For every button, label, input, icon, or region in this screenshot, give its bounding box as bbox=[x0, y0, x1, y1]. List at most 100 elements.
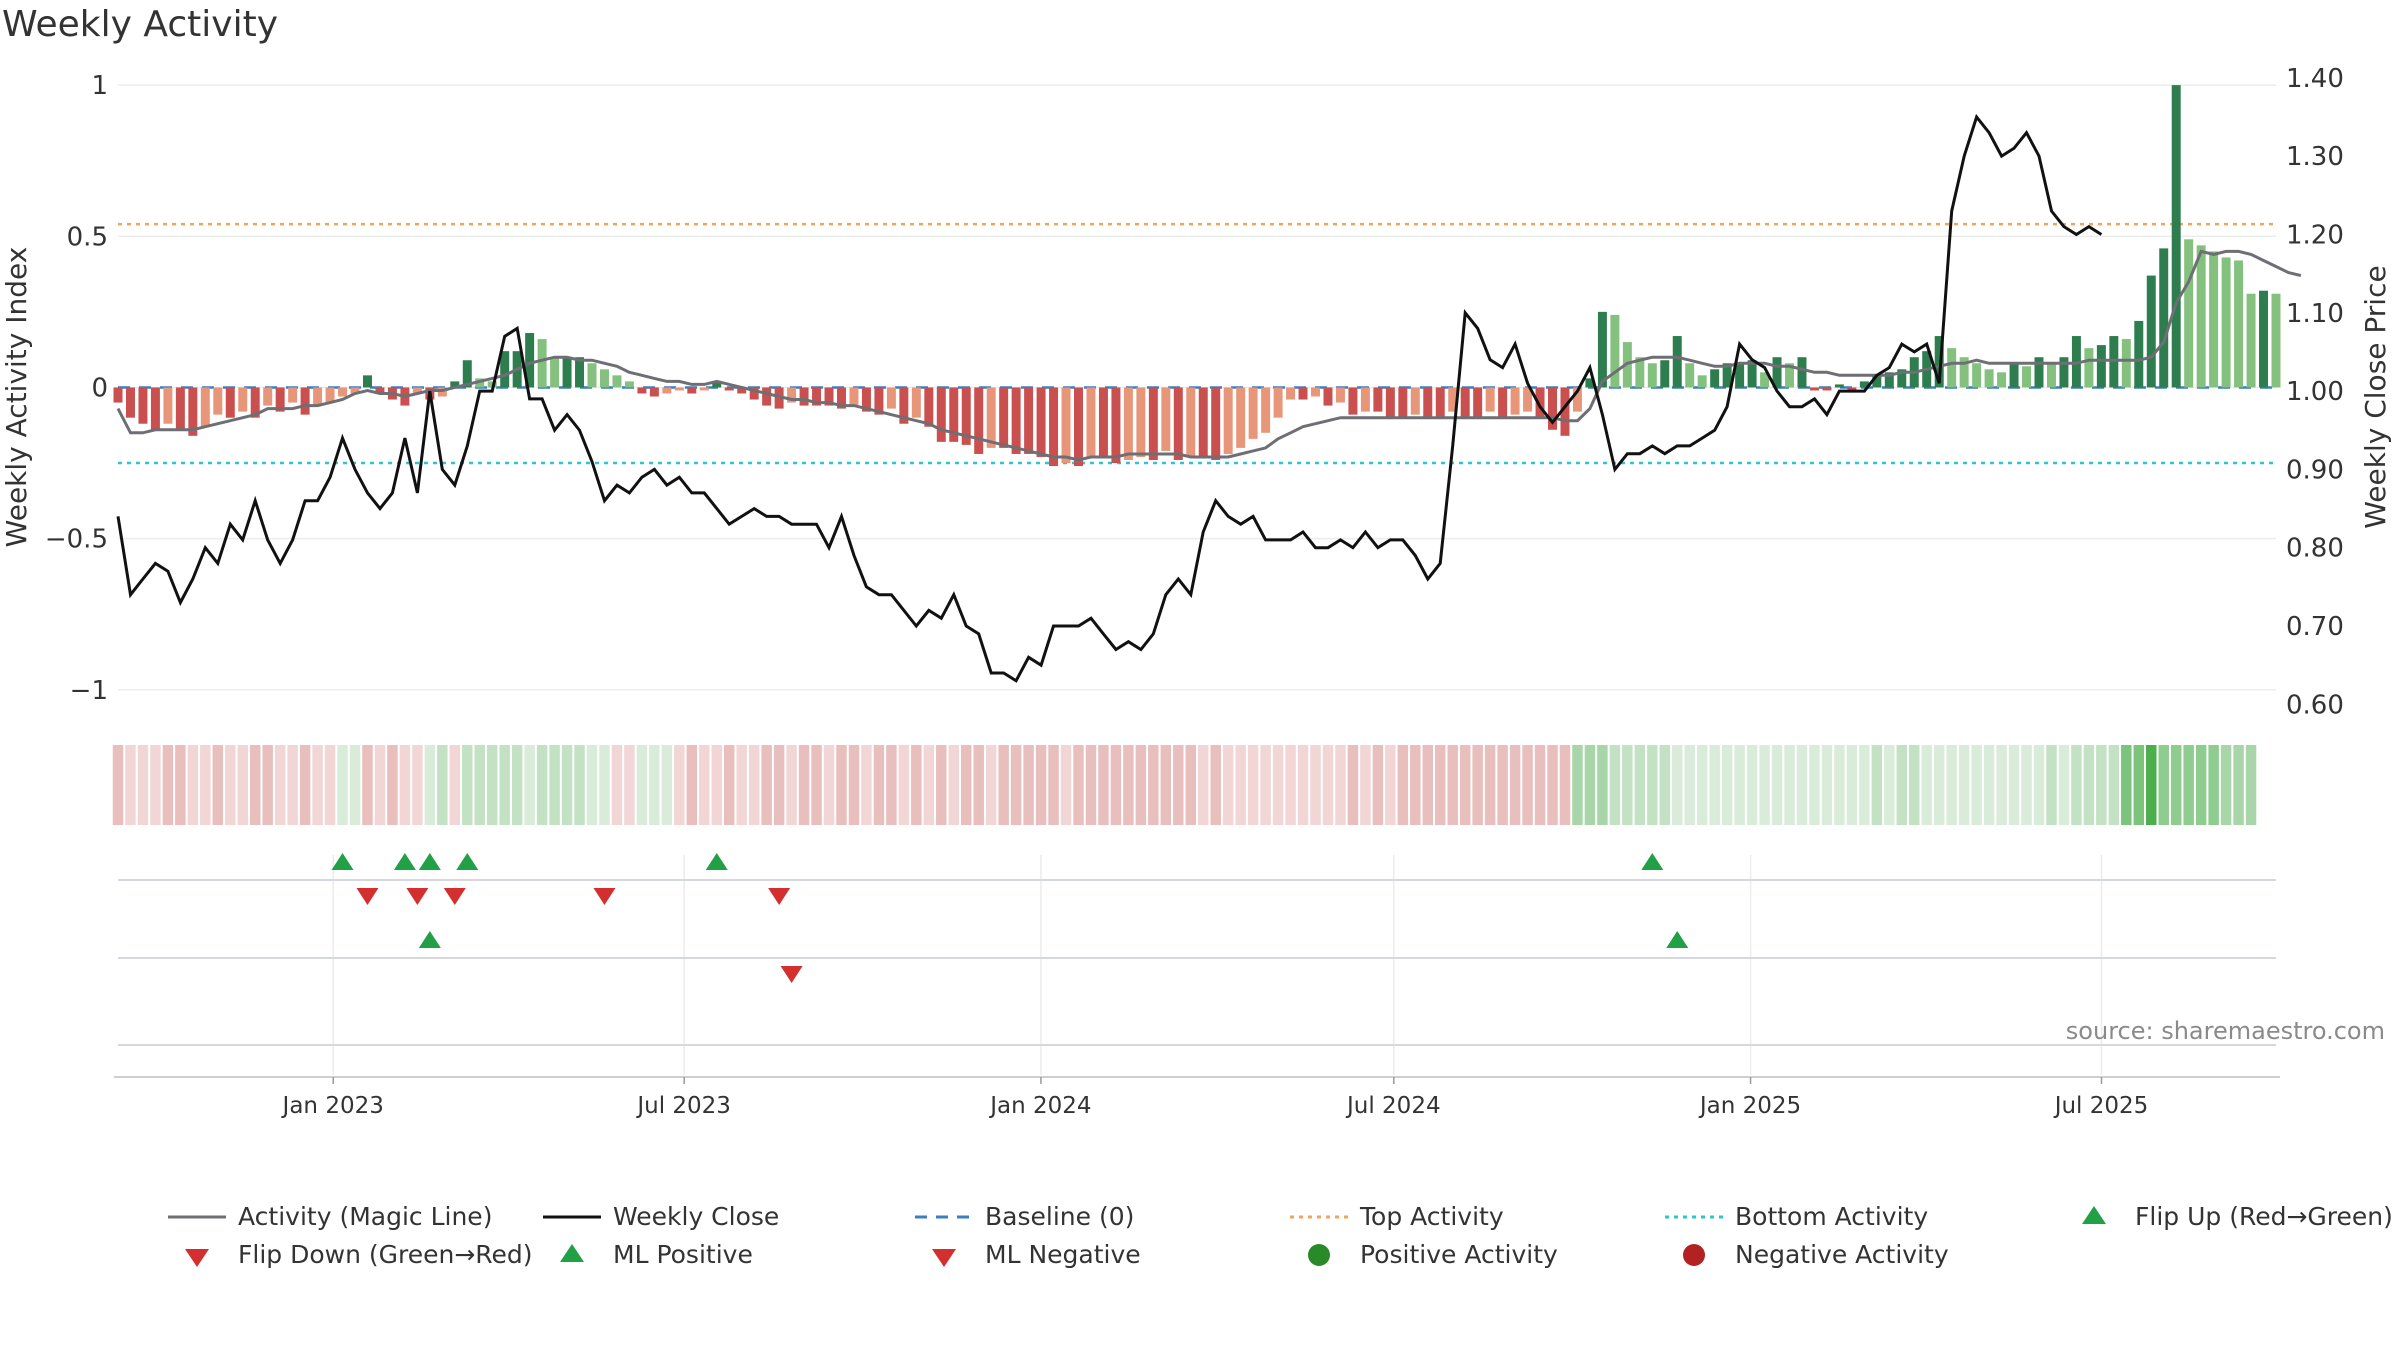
activity-bar bbox=[724, 387, 734, 391]
activity-bar bbox=[1024, 387, 1034, 454]
activity-bar bbox=[1485, 387, 1495, 412]
heat-cell bbox=[1547, 745, 1558, 825]
flip-up-marker bbox=[418, 853, 441, 870]
heat-cell bbox=[137, 745, 149, 825]
activity-bar bbox=[1311, 387, 1320, 397]
magic-line-series bbox=[116, 249, 2302, 462]
activity-bar bbox=[2121, 339, 2131, 388]
activity-bar bbox=[412, 387, 422, 394]
heat-cell bbox=[2083, 745, 2095, 825]
activity-bar bbox=[2184, 239, 2194, 388]
y-axis-right-label: Weekly Close Price bbox=[2359, 265, 2392, 528]
heat-cell bbox=[1983, 745, 1995, 825]
activity-bar bbox=[2134, 320, 2144, 388]
heat-cell bbox=[150, 745, 161, 825]
ml-positive-marker bbox=[418, 931, 441, 948]
heat-cell bbox=[2208, 745, 2219, 825]
heat-cell bbox=[898, 745, 910, 825]
activity-bar bbox=[1822, 387, 1832, 391]
heat-cell bbox=[1634, 745, 1646, 825]
legend: Activity (Magic Line) Weekly Close Baselin… bbox=[168, 1202, 2393, 1269]
activity-bar bbox=[911, 387, 921, 418]
heat-cell bbox=[262, 745, 273, 825]
activity-bar bbox=[1872, 375, 1882, 388]
heat-cell bbox=[1559, 745, 1571, 825]
activity-bar bbox=[213, 387, 223, 415]
heat-cell bbox=[2133, 745, 2145, 825]
heat-cell bbox=[536, 745, 548, 825]
activity-bar bbox=[1435, 387, 1445, 418]
activity-bar bbox=[886, 387, 896, 409]
heat-cell bbox=[1447, 745, 1458, 825]
heat-cell bbox=[586, 745, 598, 825]
heat-cell bbox=[923, 745, 935, 825]
heat-cell bbox=[1759, 745, 1770, 825]
heat-cell bbox=[1123, 745, 1134, 825]
activity-bar bbox=[263, 387, 273, 406]
heat-cell bbox=[549, 745, 560, 825]
heat-cell bbox=[2233, 745, 2244, 825]
activity-bar bbox=[1984, 369, 1994, 388]
activity-bar bbox=[699, 387, 709, 391]
activity-bar bbox=[1548, 387, 1557, 430]
activity-bar bbox=[762, 387, 772, 406]
grid-layer bbox=[118, 84, 2276, 1075]
heat-cell bbox=[811, 745, 822, 825]
activity-bar bbox=[313, 387, 323, 406]
heat-cell bbox=[686, 745, 698, 825]
heat-cell bbox=[611, 745, 623, 825]
activity-bar bbox=[2071, 336, 2081, 388]
heat-cell bbox=[1372, 745, 1384, 825]
heat-cell bbox=[225, 745, 236, 825]
activity-bar bbox=[1523, 387, 1533, 412]
heat-cell bbox=[1360, 745, 1371, 825]
activity-bar bbox=[837, 387, 846, 409]
heat-cell bbox=[2046, 745, 2057, 825]
activity-bar bbox=[824, 387, 834, 406]
y-left-tick-label: −0.5 bbox=[45, 525, 108, 555]
activity-bar bbox=[1647, 363, 1657, 388]
heat-cell bbox=[374, 745, 386, 825]
activity-bar bbox=[1236, 387, 1246, 448]
heat-cell bbox=[424, 745, 436, 825]
activity-bar bbox=[150, 387, 160, 430]
heat-cell bbox=[1060, 745, 1072, 825]
heat-cell bbox=[711, 745, 722, 825]
activity-bar bbox=[225, 387, 235, 418]
weekly-close-series bbox=[116, 113, 2103, 683]
legend-swatch bbox=[185, 1249, 209, 1267]
ml-negative-marker bbox=[780, 966, 803, 983]
heat-cell bbox=[1647, 745, 1658, 825]
legend-label: ML Negative bbox=[985, 1240, 1141, 1269]
activity-bar bbox=[113, 387, 123, 403]
activity-bar bbox=[974, 387, 984, 454]
series-lines bbox=[116, 113, 2302, 683]
heat-cell bbox=[1297, 745, 1309, 825]
activity-bar bbox=[986, 387, 996, 448]
heat-cell bbox=[1672, 745, 1683, 825]
heat-cell bbox=[773, 745, 785, 825]
activity-bar bbox=[936, 387, 946, 442]
heat-cell bbox=[249, 745, 261, 825]
legend-swatch bbox=[2082, 1206, 2106, 1224]
heat-cell bbox=[1247, 745, 1259, 825]
activity-bar bbox=[550, 357, 560, 388]
activity-bar bbox=[961, 387, 971, 445]
activity-bar bbox=[1123, 387, 1133, 460]
heat-cell bbox=[1834, 745, 1845, 825]
activity-bar bbox=[2196, 245, 2206, 388]
heat-cell bbox=[387, 745, 398, 825]
activity-bar bbox=[275, 387, 285, 412]
heat-cell bbox=[661, 745, 673, 825]
activity-bar bbox=[1572, 387, 1582, 412]
heat-cell bbox=[1048, 745, 1059, 825]
heat-cell bbox=[1597, 745, 1608, 825]
activity-bar bbox=[649, 387, 659, 397]
activity-bar bbox=[799, 387, 809, 406]
heat-cell bbox=[2033, 745, 2045, 825]
x-tick-label: Jan 2025 bbox=[1698, 1093, 1801, 1119]
heat-cell bbox=[237, 745, 248, 825]
activity-bar bbox=[849, 387, 859, 406]
heat-cell bbox=[1709, 745, 1720, 825]
heat-cell bbox=[861, 745, 872, 825]
